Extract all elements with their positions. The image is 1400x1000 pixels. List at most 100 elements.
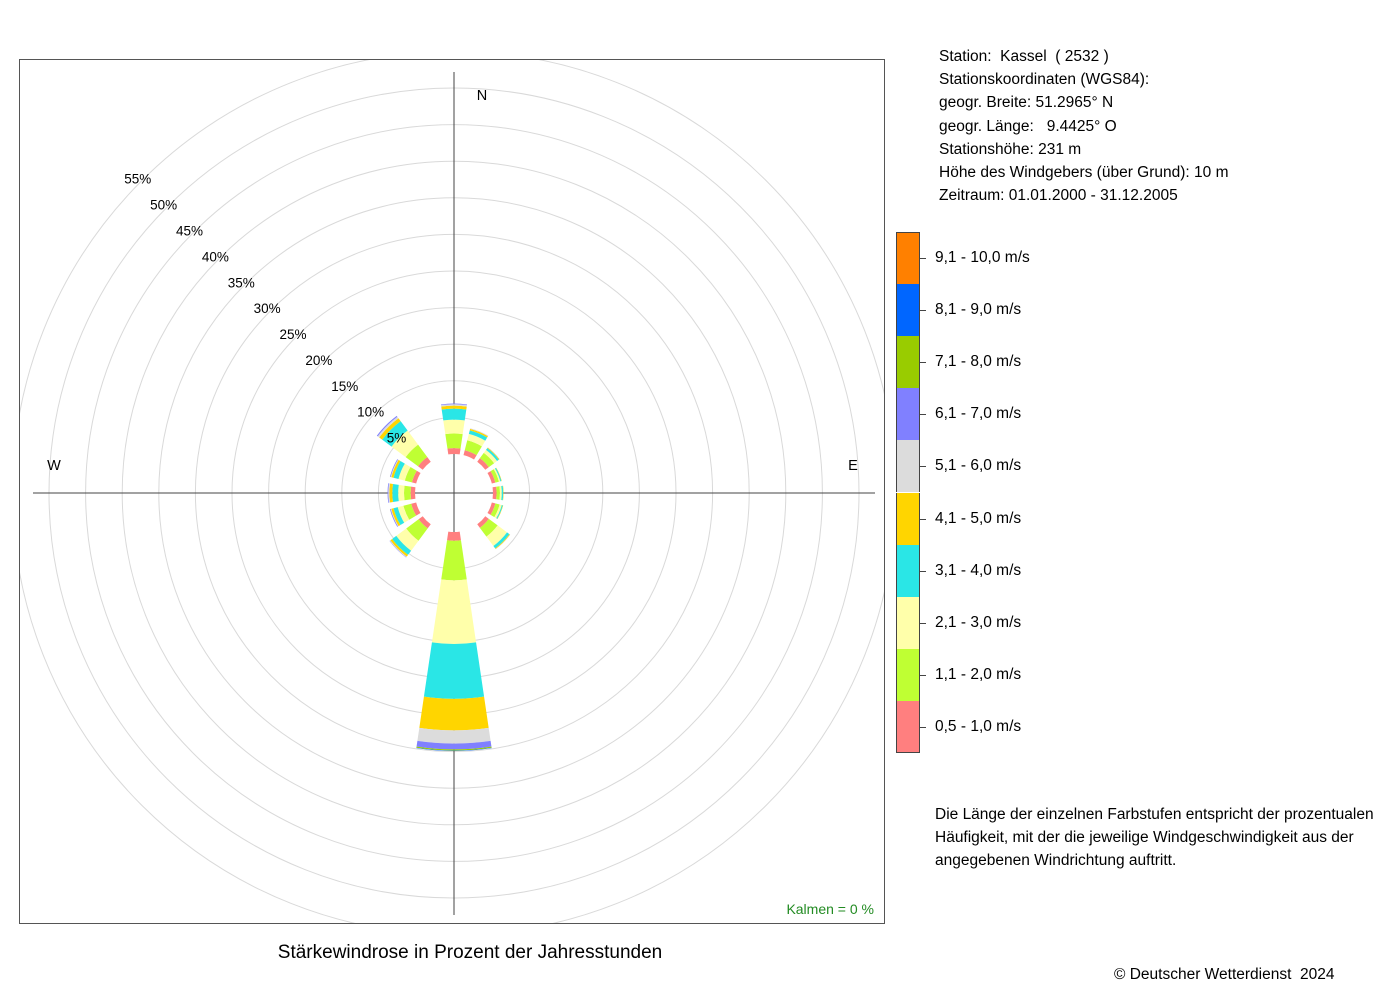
- legend-swatch: [896, 336, 920, 389]
- ring-label: 5%: [387, 431, 407, 446]
- legend-label: 9,1 - 10,0 m/s: [935, 249, 1030, 267]
- station-latitude: geogr. Breite: 51.2965° N: [939, 94, 1114, 112]
- legend-swatch: [896, 388, 920, 441]
- legend-label: 4,1 - 5,0 m/s: [935, 509, 1022, 527]
- wind-sector-SW-class-3: [396, 528, 419, 551]
- wind-sector-ONO-class-3: [493, 468, 501, 482]
- wind-sector-NO-class-1: [477, 458, 489, 470]
- ring-label: 35%: [228, 275, 255, 290]
- wind-sector-NO-class-3: [483, 449, 498, 464]
- wind-sector-OSO-class-4: [496, 504, 503, 519]
- legend-tick: [920, 726, 926, 728]
- wind-sector-WSW-class-5: [391, 508, 401, 527]
- compass-label: W: [47, 458, 61, 474]
- time-period: Zeitraum: 01.01.2000 - 31.12.2005: [939, 187, 1178, 205]
- wind-sector-WNW-class-2: [404, 466, 417, 483]
- wind-sector-W-class-4: [392, 483, 399, 503]
- legend-swatch: [896, 284, 920, 337]
- compass-label: N: [477, 88, 487, 104]
- wind-sector-W-class-6: [388, 483, 391, 503]
- wind-sector-N-class-5: [441, 405, 467, 410]
- legend-tick: [920, 674, 926, 676]
- legend-tick: [920, 570, 926, 572]
- wind-rose-panel: 5% 10% 15% 20% 25% 30% 35% 40% 45% 50% 55% N E W Kalme…: [19, 59, 885, 924]
- wind-sector-NO-class-5: [487, 447, 500, 460]
- wind-sector-S-class-6: [417, 727, 491, 744]
- wind-sector-SW-class-2: [406, 519, 428, 541]
- legend-swatch: [896, 232, 920, 285]
- legend-tick: [920, 258, 926, 260]
- compass-label: E: [848, 458, 858, 474]
- wind-sector-W-class-1: [410, 486, 416, 500]
- wind-sector-N-class-2: [445, 433, 463, 449]
- wind-sector-N-class-7: [440, 403, 468, 406]
- wind-sector-NO-class-6: [487, 447, 500, 460]
- wind-sector-O-class-5: [502, 485, 504, 501]
- wind-sector-W-class-5: [389, 483, 393, 503]
- wind-sector-W-class-3: [398, 484, 405, 502]
- wind-sector-WSW-class-3: [397, 505, 410, 523]
- legend-swatch: [896, 492, 920, 545]
- station-name: Station: Kassel ( 2532 ): [939, 48, 1109, 65]
- wind-sector-NW-class-7: [376, 415, 398, 437]
- wind-sector-NNO-class-4: [468, 430, 488, 441]
- ring-label: 30%: [254, 301, 281, 316]
- legend-tick: [920, 466, 926, 468]
- legend-label: 8,1 - 9,0 m/s: [935, 301, 1022, 319]
- wind-sector-SO-class-4: [493, 532, 510, 549]
- ring-label: 10%: [357, 405, 384, 420]
- ring-label: 25%: [280, 327, 307, 342]
- wind-sector-O-class-3: [499, 486, 502, 500]
- wind-sector-SW-class-1: [418, 516, 431, 529]
- grid-ring: [20, 60, 884, 923]
- speed-legend: 0,5 - 1,0 m/s 1,1 - 2,0 m/s 2,1 - 3,0 m/s 3…: [896, 232, 1196, 753]
- ring-label: 50%: [150, 198, 177, 213]
- wind-sector-S-class-3: [431, 579, 477, 644]
- legend-swatch: [896, 648, 920, 701]
- wind-sector-NNO-class-5: [469, 428, 488, 438]
- wind-sector-WNW-class-3: [398, 463, 411, 481]
- legend-swatch: [896, 544, 920, 597]
- wind-sector-NW-class-3: [391, 430, 419, 458]
- wind-sector-NNO-class-1: [463, 450, 477, 460]
- wind-sector-S-class-4: [423, 642, 485, 699]
- wind-sector-OSO-class-5: [497, 505, 504, 520]
- ring-label: 15%: [331, 379, 358, 394]
- ring-label: 20%: [305, 353, 332, 368]
- wind-sector-WNW-class-4: [393, 460, 405, 480]
- wind-sector-S-class-7: [416, 740, 492, 750]
- wind-sector-O-class-1: [492, 486, 497, 500]
- wind-sector-ONO-class-2: [490, 469, 499, 483]
- legend-label: 0,5 - 1,0 m/s: [935, 717, 1022, 735]
- legend-label: 2,1 - 3,0 m/s: [935, 613, 1022, 631]
- legend-label: 5,1 - 6,0 m/s: [935, 457, 1022, 475]
- wind-sector-WSW-class-2: [403, 503, 417, 520]
- wind-sector-NNO-class-3: [467, 433, 486, 447]
- wind-sector-SO-class-1: [477, 516, 489, 528]
- legend-tick: [920, 310, 926, 312]
- wind-sector-NW-class-6: [377, 416, 399, 438]
- legend-tick: [920, 622, 926, 624]
- station-longitude: geogr. Länge: 9.4425° O: [939, 117, 1117, 135]
- legend-tick: [920, 414, 926, 416]
- copyright: © Deutscher Wetterdienst 2024: [1114, 966, 1335, 983]
- wind-sector-WNW-class-1: [411, 470, 421, 484]
- explanation-note: Die Länge der einzelnen Farbstufen entsp…: [935, 806, 1374, 869]
- wind-sector-OSO-class-3: [494, 504, 502, 519]
- wind-sector-W-class-2: [404, 485, 412, 501]
- legend-swatch: [896, 596, 920, 649]
- wind-sector-WSW-class-1: [411, 502, 421, 516]
- legend-swatch: [896, 700, 920, 753]
- wind-sector-NNO-class-6: [470, 428, 489, 437]
- wind-sector-O-class-4: [501, 485, 504, 501]
- wind-sector-N-class-3: [443, 419, 465, 435]
- legend-swatch: [896, 440, 920, 493]
- wind-sector-WSW-class-4: [393, 507, 405, 526]
- wind-sector-WNW-class-7: [389, 459, 398, 478]
- wind-sector-SO-class-2: [479, 518, 498, 537]
- legend-tick: [920, 518, 926, 520]
- wind-sector-NW-class-4: [382, 421, 408, 447]
- wind-sector-WNW-class-6: [390, 459, 399, 478]
- wind-rose-chart: 5%10% 15% 20% 25% 30% 35% 40% 45% 50% 55% N E W Kalme…: [20, 60, 884, 923]
- ring-label: 40%: [202, 249, 229, 264]
